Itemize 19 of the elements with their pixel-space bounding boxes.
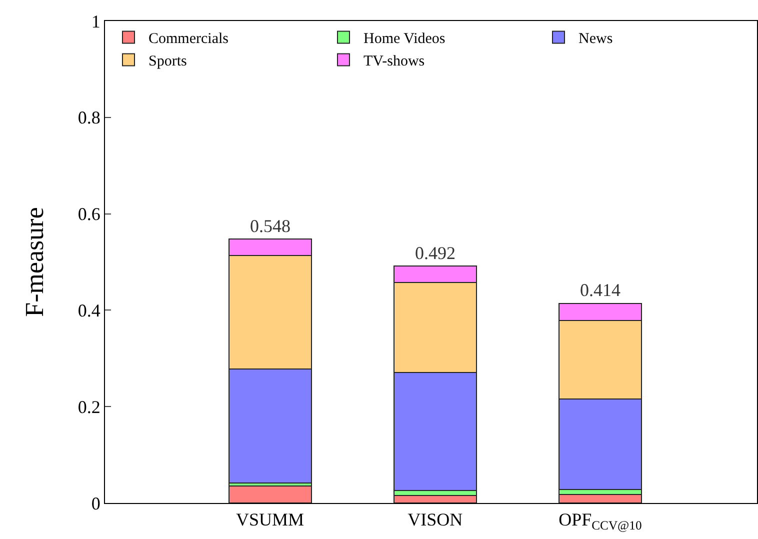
legend-label: TV-shows: [364, 54, 425, 70]
total-label: 0.414: [580, 280, 620, 300]
bar: [228, 486, 312, 503]
y-tick-label: 0.4: [78, 300, 100, 320]
x-tick-label: VSUMM: [236, 510, 304, 530]
y-tick-label: 0.8: [78, 108, 100, 128]
x-tick-label: OPF$_{CCV@10}$: [558, 510, 642, 532]
legend-label: Home Videos: [364, 31, 446, 48]
total-label: 0.548: [250, 216, 290, 236]
legend-label: News: [578, 31, 613, 48]
legend-label: Sports: [148, 54, 188, 70]
x-tick-label: VISON: [408, 510, 463, 530]
y-tick-label: 0.6: [78, 204, 100, 224]
legend-label: Commercials: [148, 31, 229, 48]
y-tick-label: 0: [91, 493, 100, 514]
y-tick-label: 1: [91, 11, 100, 32]
y-tick-label: 0.2: [78, 396, 100, 417]
total-label: 0.492: [415, 243, 456, 263]
y-axis-title: F-measure: [20, 207, 49, 317]
